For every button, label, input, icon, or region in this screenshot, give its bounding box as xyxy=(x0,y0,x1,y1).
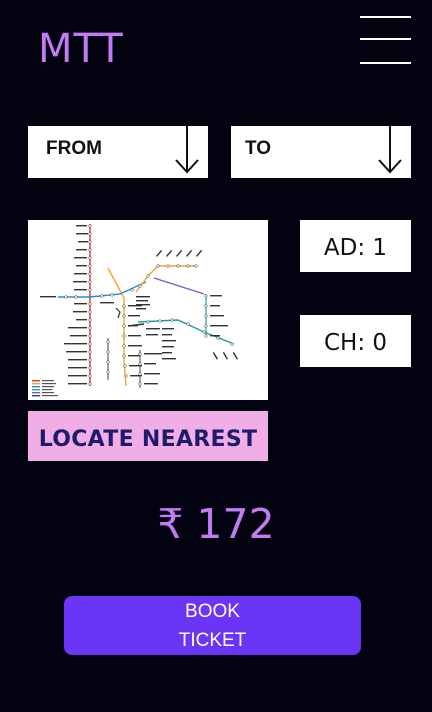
to-station-select[interactable]: TO xyxy=(231,126,411,178)
book-label-line2: TICKET xyxy=(178,629,247,651)
child-count[interactable]: CH: 0 xyxy=(300,315,411,367)
metro-map[interactable] xyxy=(28,220,268,400)
to-label: TO xyxy=(245,138,272,159)
menu-bar xyxy=(360,38,411,40)
menu-bar xyxy=(360,16,411,18)
locate-nearest-button[interactable]: LOCATE NEAREST xyxy=(28,411,268,461)
arrow-down-icon xyxy=(175,126,199,174)
hamburger-menu-icon[interactable] xyxy=(360,16,412,64)
fare-amount: ₹ 172 xyxy=(157,500,275,548)
adult-count[interactable]: AD: 1 xyxy=(300,220,411,272)
arrow-down-icon xyxy=(378,126,402,174)
metro-route-map xyxy=(32,224,238,397)
app-title: MTT xyxy=(38,26,124,72)
menu-bar xyxy=(360,62,411,64)
from-station-select[interactable]: FROM xyxy=(28,126,208,178)
book-label-line1: BOOK xyxy=(185,600,240,622)
book-ticket-button[interactable]: BOOK TICKET xyxy=(64,596,361,655)
from-label: FROM xyxy=(46,138,102,159)
